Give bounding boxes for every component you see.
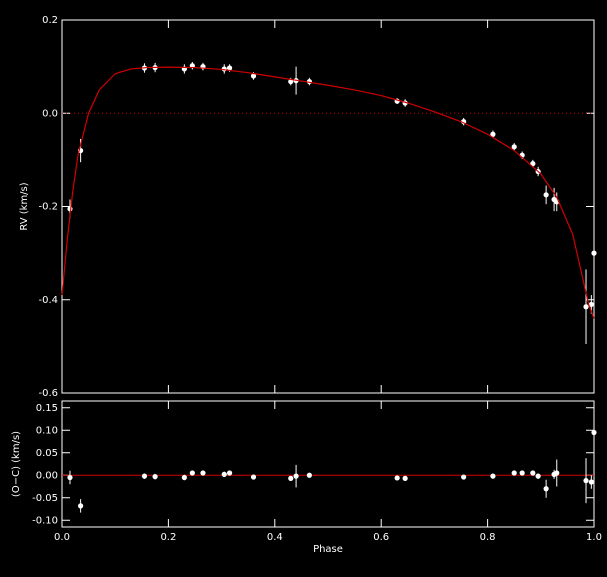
data-point [511, 470, 517, 476]
x-axis-label: Phase [313, 544, 343, 555]
y-tick-label: -0.10 [32, 515, 58, 526]
data-point [530, 161, 536, 167]
data-point [221, 471, 227, 477]
y-tick-label: 0.05 [36, 448, 58, 459]
data-point [226, 470, 233, 476]
model-curve [61, 66, 595, 319]
y-tick-label: 0.10 [36, 425, 58, 436]
data-point [490, 131, 496, 137]
x-tick-label: 0.8 [480, 532, 496, 543]
y-tick-label: 0.2 [42, 15, 58, 26]
data-point [543, 486, 549, 492]
x-tick-label: 0.2 [160, 532, 176, 543]
plot-frame [61, 400, 595, 528]
data-point [200, 470, 206, 476]
y-axis-label: RV (km/s) [19, 182, 30, 230]
data-point [591, 429, 597, 436]
x-tick-label: 0.0 [54, 532, 70, 543]
data-point [152, 474, 158, 480]
data-point [250, 474, 257, 480]
data-point [535, 473, 541, 479]
data-point [250, 73, 257, 79]
data-point [226, 65, 233, 71]
data-point [402, 475, 408, 481]
data-point [583, 478, 589, 484]
data-point [461, 474, 467, 480]
data-point [189, 470, 195, 476]
y-tick-label: 0.0 [42, 108, 58, 119]
x-tick-label: 0.6 [373, 532, 389, 543]
data-point [583, 304, 589, 310]
y-tick-label: -0.6 [38, 388, 58, 399]
data-point [511, 144, 517, 150]
data-point [78, 503, 84, 509]
y-tick-label: -0.05 [32, 493, 58, 504]
data-point [141, 473, 148, 479]
data-point [490, 473, 496, 479]
y-tick-label: 0.00 [36, 470, 58, 481]
data-point [588, 479, 594, 485]
data-point [554, 470, 560, 476]
data-point [306, 472, 312, 478]
data-point [181, 474, 187, 481]
data-point [519, 470, 525, 476]
data-point [288, 475, 294, 481]
data-point [588, 301, 594, 308]
y-tick-label: -0.2 [38, 202, 58, 213]
y-tick-label: 0.15 [36, 403, 58, 414]
data-point [543, 192, 549, 198]
data-point [394, 475, 400, 481]
plot-frame [61, 19, 595, 394]
x-tick-label: 1.0 [586, 532, 602, 543]
data-point [67, 474, 73, 481]
y-axis-label: (O−C) (km/s) [11, 431, 22, 497]
data-point [591, 250, 597, 256]
y-tick-label: -0.4 [38, 295, 58, 306]
data-point [293, 473, 299, 479]
data-point [530, 470, 536, 476]
x-tick-label: 0.4 [267, 532, 283, 543]
data-point [288, 78, 294, 85]
